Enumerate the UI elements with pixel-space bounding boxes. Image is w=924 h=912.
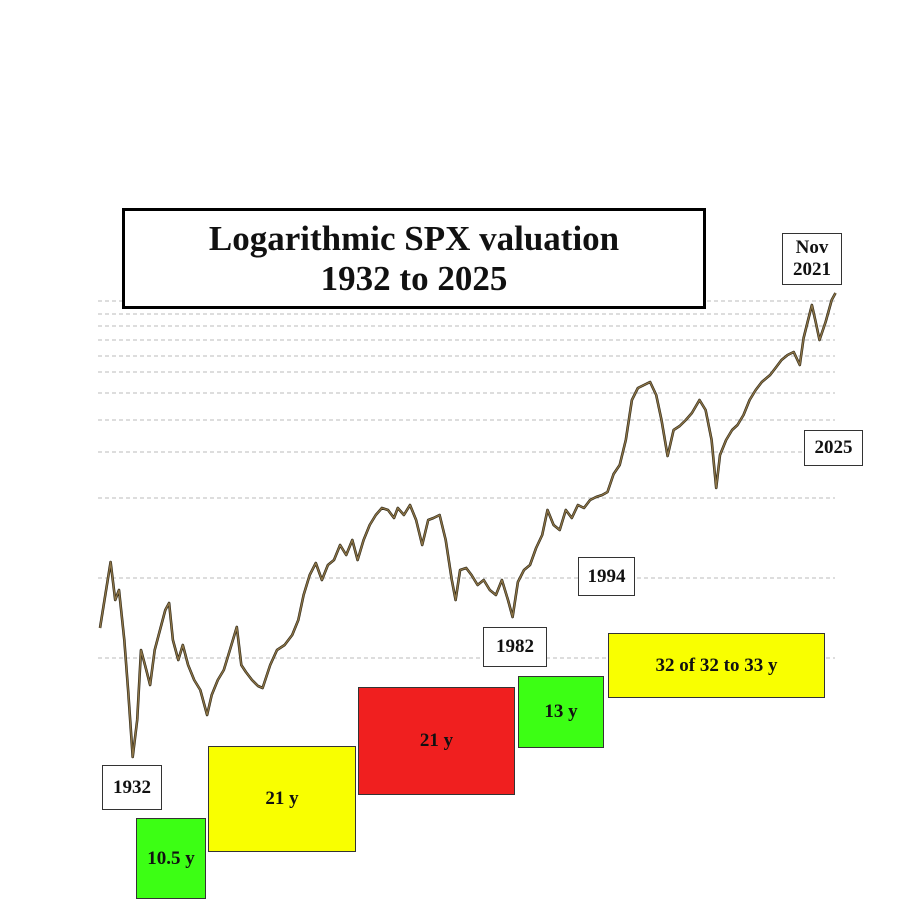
annotation-label: 1932	[102, 765, 162, 810]
annotation-label: 1982	[483, 627, 547, 667]
period-box: 13 y	[518, 676, 604, 748]
title-box: Logarithmic SPX valuation 1932 to 2025	[122, 208, 706, 309]
chart-subtitle: 1932 to 2025	[320, 258, 508, 298]
chart-title: Logarithmic SPX valuation	[208, 218, 620, 258]
price-line	[99, 292, 837, 758]
period-box: 21 y	[358, 687, 515, 795]
annotation-label: 2025	[804, 430, 863, 466]
period-box: 21 y	[208, 746, 356, 852]
period-box: 10.5 y	[136, 818, 206, 899]
period-box: 32 of 32 to 33 y	[608, 633, 825, 698]
annotation-label: Nov 2021	[782, 233, 842, 285]
annotation-label: 1994	[578, 557, 635, 596]
